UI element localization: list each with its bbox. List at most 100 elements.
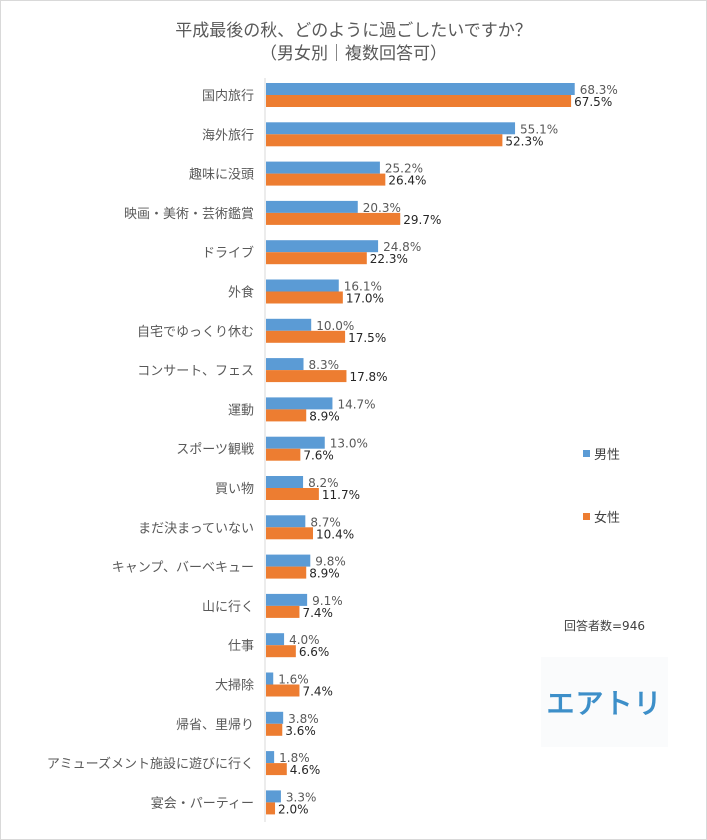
data-label-female: 7.6% <box>303 449 334 463</box>
chart-subtitle: （男女別｜複数回答可） <box>260 44 447 64</box>
bar-male <box>266 122 516 135</box>
bar-female <box>266 527 314 540</box>
category-label: 外食 <box>228 285 254 301</box>
data-label-female: 7.4% <box>302 685 333 699</box>
legend-swatch-female <box>583 513 590 520</box>
category-label: 大掃除 <box>215 678 254 694</box>
bar-female <box>266 684 300 697</box>
data-label-female: 7.4% <box>302 606 333 620</box>
data-label-male: 8.3% <box>309 358 340 372</box>
bar-female <box>266 252 367 265</box>
data-label-male: 13.0% <box>330 437 368 451</box>
data-label-male: 1.6% <box>278 673 309 687</box>
data-label-female: 22.3% <box>370 252 408 266</box>
bar-male <box>266 790 281 803</box>
bar-female <box>266 173 386 186</box>
bar-male <box>266 397 333 410</box>
data-label-female: 52.3% <box>505 134 543 148</box>
bar-female <box>266 330 346 343</box>
bar-male <box>266 83 575 95</box>
category-label: 運動 <box>228 403 254 418</box>
bar-female <box>266 605 300 618</box>
data-label-female: 26.4% <box>388 174 426 188</box>
data-label-female: 11.7% <box>322 488 360 502</box>
data-label-male: 1.8% <box>279 751 310 765</box>
bar-female <box>266 291 343 304</box>
data-label-male: 8.2% <box>308 476 339 490</box>
bar-male <box>266 240 379 253</box>
bar-female <box>266 645 296 658</box>
category-label: まだ決まっていない <box>138 521 254 536</box>
bar-male <box>266 436 325 449</box>
bar-female <box>266 802 276 815</box>
data-label-male: 8.7% <box>310 515 341 529</box>
category-label: 国内旅行 <box>202 88 254 104</box>
airtrip-logo: エアトリ <box>541 657 668 747</box>
chart-title: 平成最後の秋、どのように過ごしたいですか？ <box>175 21 532 41</box>
data-label-male: 10.0% <box>316 319 354 333</box>
data-label-male: 14.7% <box>337 397 375 411</box>
data-label-female: 2.0% <box>278 802 309 816</box>
category-label: 買い物 <box>215 482 254 497</box>
legend-item-male: 男性 <box>583 444 620 463</box>
bar-male <box>266 633 285 646</box>
legend-label-male: 男性 <box>594 448 621 463</box>
bar-male <box>266 279 339 292</box>
data-label-female: 10.4% <box>316 527 354 541</box>
data-label-female: 29.7% <box>403 213 441 227</box>
data-label-female: 17.0% <box>346 292 384 306</box>
category-label: 山に行く <box>202 600 254 615</box>
legend-swatch-male <box>583 450 590 457</box>
category-label: 仕事 <box>228 639 254 654</box>
respondent-count: 回答者数=946 <box>564 619 645 633</box>
data-label-female: 8.9% <box>309 409 340 423</box>
bar-female <box>266 488 319 500</box>
bar-male <box>266 711 284 724</box>
data-label-male: 16.1% <box>344 280 382 294</box>
category-label: 自宅でゆっくり休む <box>137 325 254 340</box>
category-label: スポーツ観戦 <box>176 443 254 458</box>
data-label-female: 4.6% <box>290 763 321 777</box>
data-label-male: 25.2% <box>385 162 423 176</box>
category-label: 趣味に没頭 <box>189 168 254 183</box>
bar-male <box>266 358 304 371</box>
data-label-male: 4.0% <box>289 633 320 647</box>
category-label: コンサート、フェス <box>137 364 254 379</box>
data-label-female: 17.5% <box>348 331 386 345</box>
category-label: 帰省、里帰り <box>176 717 254 733</box>
category-label: アミューズメント施設に遊びに行く <box>47 756 254 772</box>
category-label: 映画・美術・芸術鑑賞 <box>124 206 254 222</box>
bar-male <box>266 161 380 174</box>
data-label-female: 6.6% <box>299 645 330 659</box>
category-label: キャンプ、バーベキュー <box>112 561 254 576</box>
bar-female <box>266 409 307 422</box>
data-label-male: 55.1% <box>520 122 558 136</box>
data-label-female: 17.8% <box>349 370 387 384</box>
bar-female <box>266 212 401 225</box>
bar-male <box>266 672 274 685</box>
legend-item-female: 女性 <box>583 507 620 526</box>
bar-male <box>266 751 275 764</box>
bar-male <box>266 593 308 606</box>
bar-female <box>266 95 572 107</box>
bar-male <box>266 200 358 213</box>
data-label-male: 9.1% <box>312 594 343 608</box>
data-label-female: 67.5% <box>574 95 612 109</box>
bar-female <box>266 763 287 776</box>
bar-female <box>266 370 347 383</box>
bar-female <box>266 723 283 736</box>
data-label-male: 24.8% <box>383 240 421 254</box>
bar-female <box>266 448 301 461</box>
legend-label-female: 女性 <box>594 511 621 526</box>
data-label-male: 3.8% <box>288 712 319 726</box>
category-label: ドライブ <box>202 245 254 261</box>
data-label-male: 9.8% <box>315 555 346 569</box>
data-label-male: 3.3% <box>286 790 317 804</box>
bar-male <box>266 476 304 488</box>
data-label-male: 20.3% <box>363 201 401 215</box>
category-label: 海外旅行 <box>202 128 254 143</box>
bar-male <box>266 318 312 331</box>
bar-male <box>266 515 306 528</box>
bar-female <box>266 134 503 147</box>
